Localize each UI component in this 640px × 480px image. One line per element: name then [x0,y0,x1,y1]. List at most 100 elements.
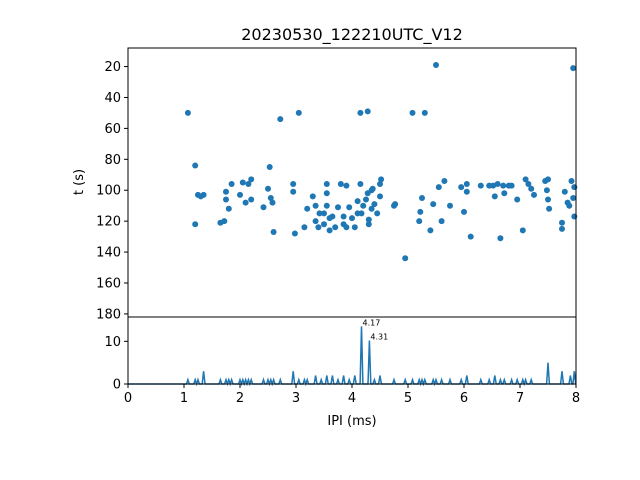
scatter-point [559,219,565,226]
scatter-point [441,178,448,184]
scatter-point [290,188,297,195]
scatter-point [402,255,409,262]
scatter-point [316,210,323,217]
x-tick-label: 6 [460,391,468,406]
histogram-y-ticks: 0 10 [104,335,128,393]
scatter-point [378,176,385,183]
scatter-point [365,221,372,228]
scatter-point [225,205,232,212]
x-tick-label: 1 [180,391,188,406]
scatter-point [463,188,470,195]
scatter-point [417,208,424,215]
scatter-point [329,213,336,220]
scatter-point [447,202,453,209]
scatter-point [490,182,497,189]
scatter-point [335,204,341,211]
scatter-point [519,227,526,234]
scatter-point [514,196,521,203]
chart-title: 20230530_122210UTC_V12 [241,25,463,45]
scatter-point [315,224,322,231]
histogram-y-tick-label: 0 [113,378,121,393]
scatter-point [228,181,235,187]
x-tick-label: 8 [572,391,580,406]
scatter-points [184,62,578,262]
scatter-point [467,233,474,240]
x-tick-label: 3 [292,391,300,406]
scatter-point [304,205,311,212]
scatter-point [369,185,376,192]
scatter-point [430,201,437,208]
scatter-point [223,196,229,203]
scatter-point [340,213,347,220]
scatter-point [463,181,470,187]
histogram-x-ticks: 0 1 2 3 4 5 6 7 8 [124,384,580,406]
scatter-y-tick-label: 40 [104,91,121,106]
scatter-point [377,193,383,200]
peak-annotation-label: 4.17 [363,318,381,327]
scatter-point [354,198,361,205]
scatter-point [491,193,498,200]
scatter-point [438,218,445,225]
scatter-point [364,108,371,115]
peak-annotations: 4.17 4.31 [363,318,389,341]
scatter-point [360,202,367,209]
scatter-y-tick-label: 80 [104,153,121,168]
scatter-point [301,224,308,231]
scatter-point [377,181,383,187]
histogram-panel: 4.17 4.31 0 10 0 1 2 3 4 5 6 7 8 IPI (ms) [104,316,580,429]
scatter-point [343,182,350,189]
scatter-y-tick-label: 160 [96,276,121,291]
scatter-point [270,229,277,235]
scatter-point [528,185,535,192]
scatter-point [357,109,364,116]
scatter-point [351,224,358,231]
scatter-point [501,190,508,197]
scatter-point [494,181,501,187]
scatter-point [374,210,381,217]
scatter-point [371,201,378,208]
scatter-point [312,218,319,225]
scatter-point [409,109,416,116]
scatter-point [221,218,228,225]
peak-annotation-label: 4.31 [370,332,388,341]
scatter-point [290,181,297,187]
scatter-point [561,188,568,195]
scatter-point [368,205,375,212]
scatter-point [245,181,252,187]
histogram-frame [127,316,577,385]
scatter-point [421,109,428,116]
scatter-point [265,185,271,192]
scatter-y-tick-label: 140 [96,246,121,261]
scatter-panel: 20 40 60 80 100 120 140 160 180 t (s) [72,47,578,322]
scatter-point [522,176,529,183]
scatter-point [349,215,355,222]
scatter-point [545,196,551,203]
scatter-point [566,202,573,209]
scatter-point [223,188,229,195]
scatter-point [332,224,339,231]
scatter-point [295,109,302,116]
scatter-point [419,195,425,201]
scatter-point [277,116,284,123]
scatter-point [461,208,467,215]
scatter-point [363,196,369,203]
scatter-point [321,221,327,228]
scatter-point [346,204,353,211]
scatter-point [309,193,316,200]
scatter-point [570,65,577,72]
scatter-point [497,235,504,242]
scatter-point [525,181,532,187]
scatter-point [365,216,372,223]
scatter-point [239,179,246,186]
scatter-point [321,210,327,217]
x-tick-label: 2 [236,391,244,406]
scatter-point [458,184,465,191]
scatter-point [192,221,199,228]
scatter-point [546,205,553,212]
scatter-point [508,182,515,189]
scatter-point [337,181,344,187]
scatter-point [192,162,199,169]
x-tick-label: 0 [124,391,132,406]
